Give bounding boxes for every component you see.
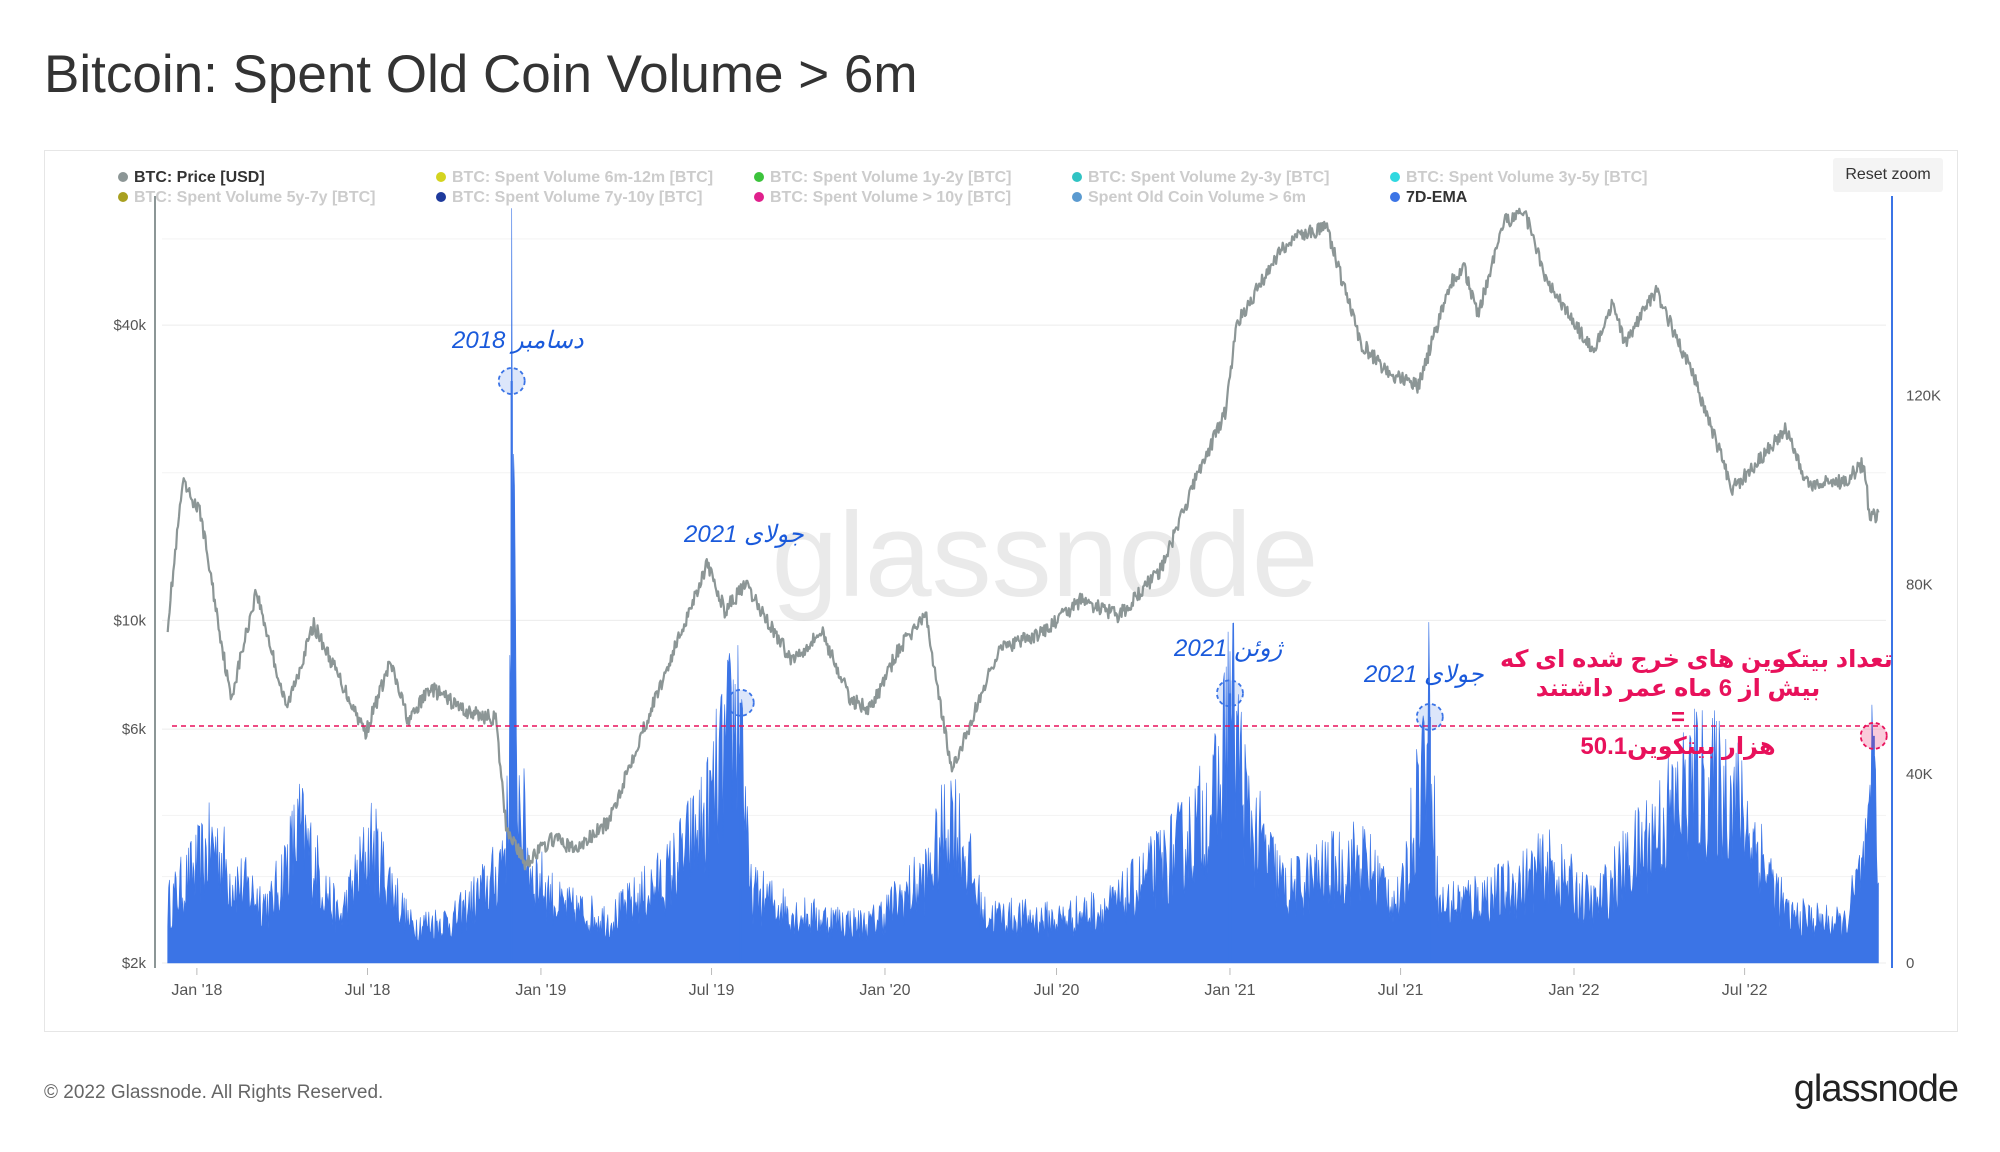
annotation-dec-2018: دسامبر 2018 — [452, 327, 584, 354]
annotation-current-line1: تعداد بیتکوین های خرج شده ای که — [1500, 646, 1893, 673]
legend-dot-icon — [1072, 172, 1082, 182]
highlight-marker — [726, 688, 755, 717]
y-right-tick-label: 0 — [1906, 955, 1914, 972]
x-tick-label: Jan '20 — [859, 982, 910, 999]
series-btc-price-line — [166, 207, 1880, 871]
y-right-tick-label: 40K — [1906, 766, 1933, 783]
annotation-jul-2019: جولای 2021 — [684, 521, 804, 548]
legend-item-9[interactable]: 7D-EMA — [1390, 189, 1467, 207]
legend-label: BTC: Spent Volume 2y-3y [BTC] — [1088, 169, 1330, 186]
legend-item-2[interactable]: BTC: Spent Volume 1y-2y [BTC] — [754, 169, 1012, 187]
legend-item-3[interactable]: BTC: Spent Volume 2y-3y [BTC] — [1072, 169, 1330, 187]
highlight-marker — [497, 367, 526, 395]
legend-dot-icon — [754, 192, 764, 202]
highlight-marker — [1216, 679, 1244, 708]
annotation-current-line2: بیش از 6 ماه عمر داشتند — [1535, 675, 1821, 702]
y-right-tick-label: 120K — [1906, 387, 1941, 404]
page-title: Bitcoin: Spent Old Coin Volume > 6m — [44, 45, 918, 104]
legend-dot-icon — [754, 172, 764, 182]
x-tick-label: Jul '19 — [689, 982, 735, 999]
y-right-tick-label: 80K — [1906, 577, 1933, 594]
y-left-tick-label: $40k — [113, 317, 146, 334]
legend-dot-icon — [118, 192, 128, 202]
x-tick-label: Jul '18 — [345, 982, 391, 999]
legend-label: Spent Old Coin Volume > 6m — [1088, 189, 1306, 206]
legend-item-1[interactable]: BTC: Spent Volume 6m-12m [BTC] — [436, 169, 713, 187]
x-tick-label: Jan '22 — [1548, 982, 1599, 999]
x-tick-label: Jan '19 — [515, 982, 566, 999]
annotation-current-line3: = — [1670, 704, 1685, 731]
annotation-jan-2021: ژوئن 2021 — [1174, 635, 1283, 662]
legend-label: BTC: Price [USD] — [134, 169, 265, 186]
y-left-tick-label: $6k — [122, 721, 147, 738]
y-left-tick-label: $2k — [122, 955, 147, 972]
legend-label: BTC: Spent Volume 7y-10y [BTC] — [452, 189, 703, 206]
legend-item-7[interactable]: BTC: Spent Volume > 10y [BTC] — [754, 189, 1011, 207]
legend-dot-icon — [1390, 192, 1400, 202]
legend-dot-icon — [1072, 192, 1082, 202]
x-tick-label: Jul '20 — [1034, 982, 1080, 999]
legend-label: 7D-EMA — [1406, 189, 1468, 206]
legend-label: BTC: Spent Volume > 10y [BTC] — [770, 189, 1012, 206]
legend-label: BTC: Spent Volume 5y-7y [BTC] — [134, 189, 376, 206]
x-tick-label: Jul '22 — [1722, 982, 1768, 999]
x-tick-label: Jan '18 — [171, 982, 222, 999]
legend-label: BTC: Spent Volume 6m-12m [BTC] — [452, 169, 714, 186]
x-tick-label: Jan '21 — [1204, 982, 1255, 999]
legend-dot-icon — [1390, 172, 1400, 182]
annotation-current-line4: 50.1هزار بیتکوین — [1580, 733, 1776, 760]
legend-dot-icon — [118, 172, 128, 182]
legend-item-8[interactable]: Spent Old Coin Volume > 6m — [1072, 189, 1306, 207]
x-tick-label: Jul '21 — [1378, 982, 1424, 999]
annotation-jul-2021: جولای 2021 — [1364, 661, 1484, 688]
watermark: glassnode — [771, 488, 1318, 622]
y-left-tick-label: $10k — [113, 612, 146, 629]
legend-item-0[interactable]: BTC: Price [USD] — [118, 169, 265, 187]
legend-item-4[interactable]: BTC: Spent Volume 3y-5y [BTC] — [1390, 169, 1648, 187]
reset-zoom-button[interactable]: Reset zoom — [1833, 158, 1943, 192]
legend-item-5[interactable]: BTC: Spent Volume 5y-7y [BTC] — [118, 189, 376, 207]
series-7d-ema-area — [167, 208, 1879, 964]
legend-label: BTC: Spent Volume 1y-2y [BTC] — [770, 169, 1012, 186]
copyright-text: © 2022 Glassnode. All Rights Reserved. — [44, 1082, 384, 1103]
legend-label: BTC: Spent Volume 3y-5y [BTC] — [1406, 169, 1648, 186]
legend-dot-icon — [436, 172, 446, 182]
legend-item-6[interactable]: BTC: Spent Volume 7y-10y [BTC] — [436, 189, 702, 207]
annotation-current: تعداد بیتکوین های خرج شده ای که بیش از 6… — [1500, 645, 1893, 761]
chart-svg[interactable]: glassnode $2k $6k $10k $40k 0 40K 80K 120K Jan '1… — [45, 151, 1957, 1031]
chart-panel: glassnode $2k $6k $10k $40k 0 40K 80K 120K Jan '1… — [44, 150, 1958, 1032]
brand-logo: glassnode — [1793, 1068, 1959, 1110]
highlight-marker — [1415, 703, 1444, 731]
highlight-marker — [1859, 722, 1888, 750]
legend-dot-icon — [436, 192, 446, 202]
